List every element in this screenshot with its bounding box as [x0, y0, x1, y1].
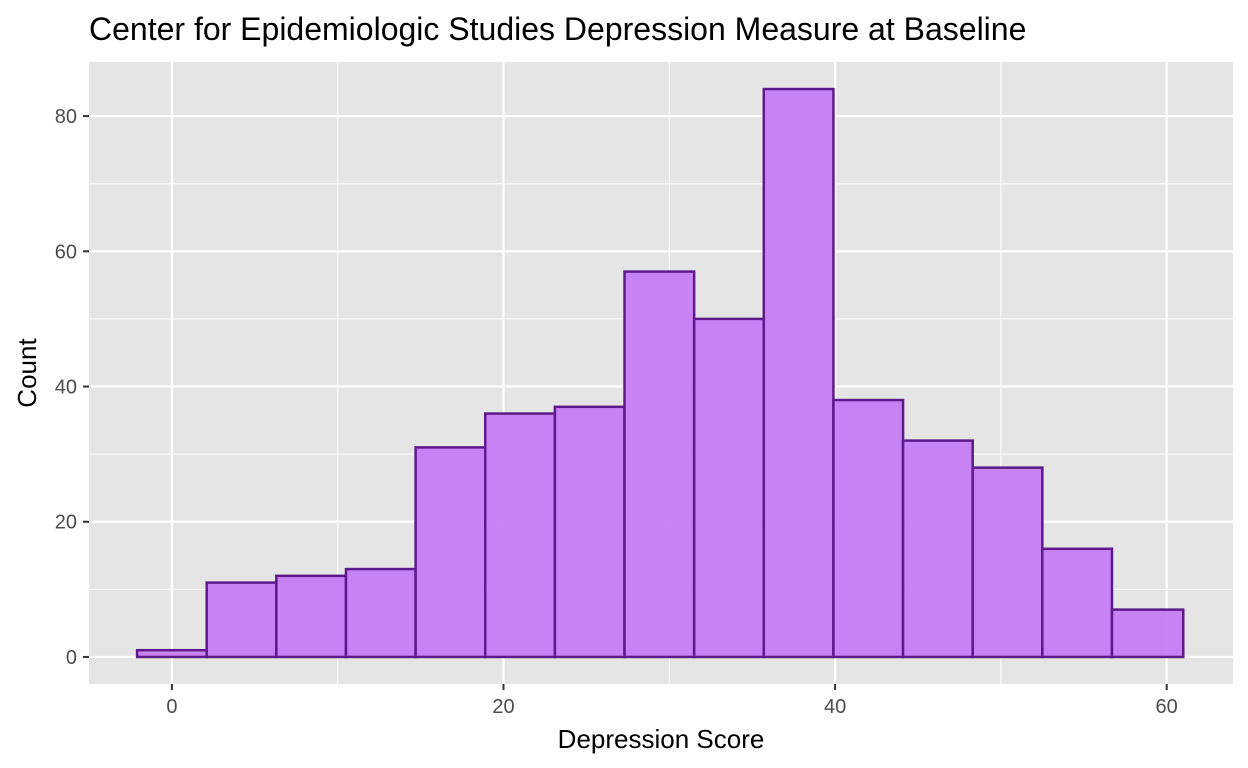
histogram-bar — [275, 574, 348, 659]
y-tick-label: 40 — [55, 377, 77, 399]
histogram-bar — [135, 648, 208, 659]
chart-title: Center for Epidemiologic Studies Depress… — [89, 11, 1026, 47]
histogram-bar — [692, 317, 766, 659]
histogram-bar — [414, 446, 487, 659]
histogram-bar — [901, 439, 974, 659]
histogram-bar — [344, 567, 417, 659]
histogram-bar — [1041, 547, 1114, 659]
y-axis-ticks: 0 20 40 60 80 — [55, 106, 89, 669]
histogram-bar — [1110, 608, 1185, 659]
histogram-bar — [553, 405, 626, 659]
histogram-bar — [832, 398, 905, 659]
x-tick-label: 40 — [824, 696, 846, 718]
histogram-bar — [762, 87, 835, 659]
x-tick-label: 60 — [1156, 696, 1178, 718]
y-tick-label: 60 — [55, 241, 77, 263]
y-tick-label: 80 — [55, 106, 77, 128]
x-axis-ticks: 0 20 40 60 — [166, 684, 1178, 718]
histogram-bar — [484, 412, 557, 659]
histogram-bar — [971, 466, 1044, 659]
y-tick-label: 20 — [55, 512, 77, 534]
histogram-bar — [205, 581, 278, 659]
y-tick-label: 0 — [66, 647, 77, 669]
x-tick-label: 20 — [492, 696, 514, 718]
histogram-bars — [135, 87, 1185, 659]
y-axis-title: Count — [12, 338, 42, 408]
histogram-bar — [623, 270, 696, 659]
x-axis-title: Depression Score — [558, 724, 765, 754]
x-tick-label: 0 — [166, 696, 177, 718]
